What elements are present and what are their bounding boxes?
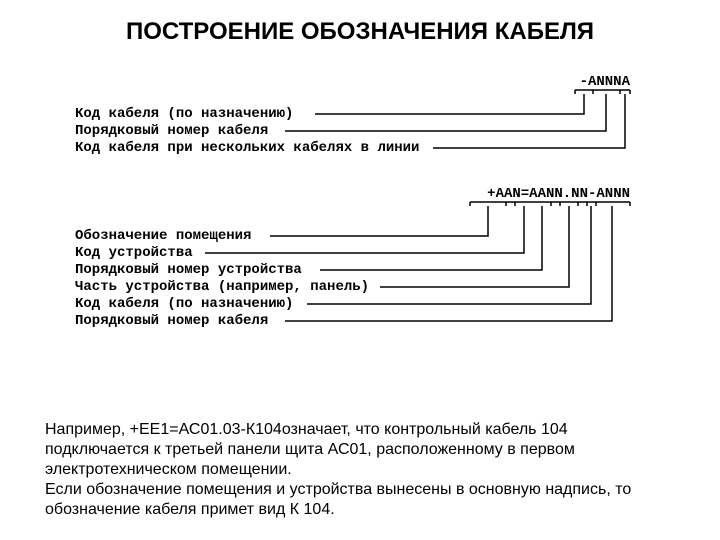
footer-p1: Например, +ЕЕ1=АС01.03-К104означает, что…	[45, 420, 675, 480]
connector-lines	[75, 56, 660, 396]
footer-p2: Если обозначение помещения и устройства …	[45, 480, 675, 520]
footer-text: Например, +ЕЕ1=АС01.03-К104означает, что…	[45, 420, 675, 520]
page-title: ПОСТРОЕНИЕ ОБОЗНАЧЕНИЯ КАБЕЛЯ	[0, 0, 720, 46]
diagram-area: -ANNNA Код кабеля (по назначению) Порядк…	[75, 56, 660, 396]
